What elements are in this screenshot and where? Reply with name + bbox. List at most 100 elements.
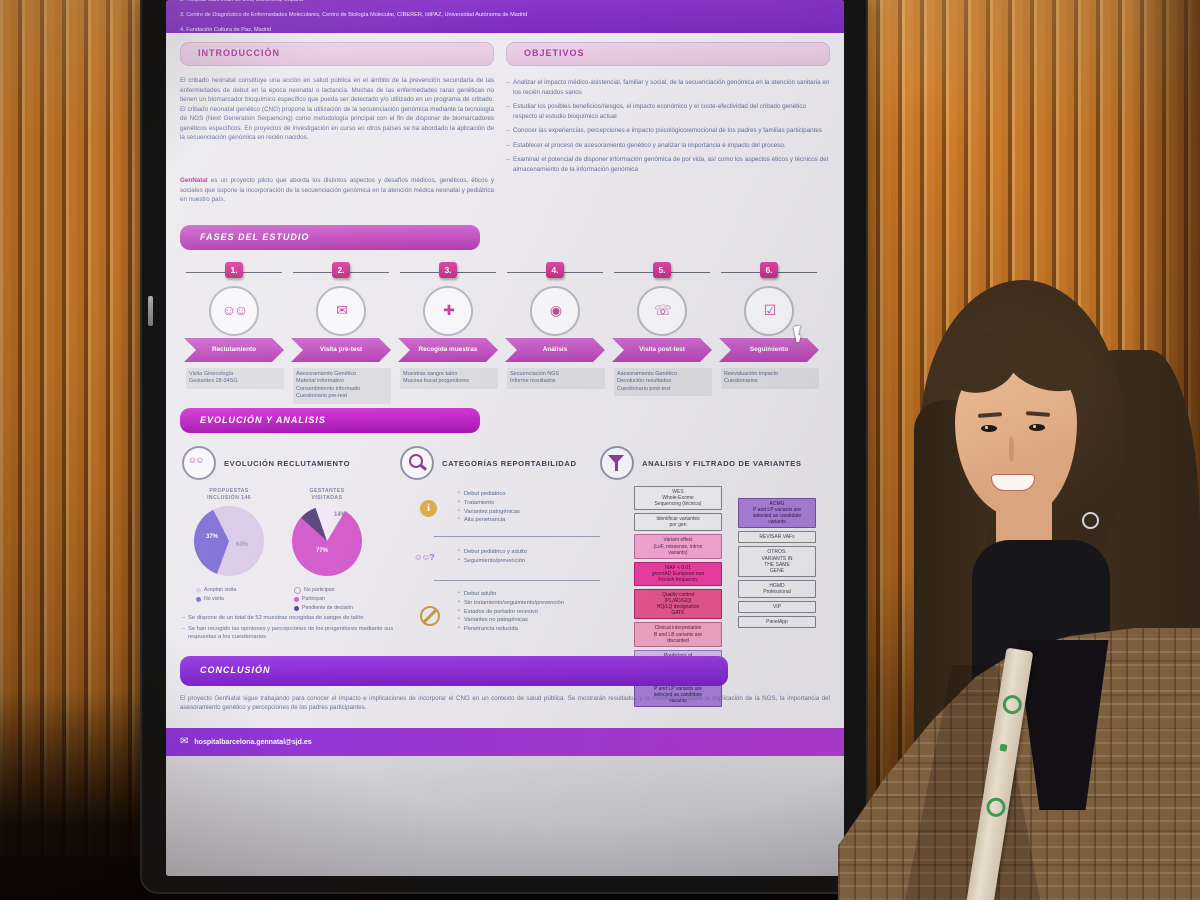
step-arrow-label: Análisis (505, 338, 605, 362)
step-arrow-label: Visita pre-test (291, 338, 391, 362)
subsection-title: EVOLUCIÓN RECLUTAMIENTO (224, 458, 351, 468)
step-details: Secuenciación NGS Informe resultados (507, 368, 605, 389)
step-details: Muestras sangre talón Mucosa bucal proge… (400, 368, 498, 389)
legend-item: Participan (294, 595, 353, 604)
pie1-label-63: 63% (236, 542, 249, 548)
affiliation-line: 4. Fundación Cultura de Paz, Madrid (180, 27, 272, 34)
person-eye (1029, 424, 1045, 431)
subsection-title: ANALISIS Y FILTRADO DE VARIANTES (642, 458, 802, 468)
flow-box: PanelApp (738, 616, 816, 629)
divider (434, 580, 600, 581)
bezel-brand-mark (148, 296, 153, 326)
legend-swatch (294, 596, 299, 602)
section-title: INTRODUCCIÓN (198, 48, 280, 58)
pie2-legend: No participan Participan Pendiente de de… (294, 586, 353, 613)
objective-item: Analizar el impacto médico-asistencial, … (506, 78, 830, 97)
flow-box: WES Whole-Exome Sequencing (técnica) (634, 486, 722, 511)
step-arrow-label: Seguimiento (719, 338, 819, 362)
pie2-title: GESTANTES VISITADAS (309, 488, 345, 501)
variant-flow-left-column: WES Whole-Exome Sequencing (técnica) Ide… (634, 486, 722, 708)
question-people-icon: ☺☺? (414, 552, 435, 562)
lanyard-logo (999, 743, 1008, 752)
email-icon: ✉ (180, 736, 189, 747)
floor-shadow-left (0, 690, 148, 900)
pie-chart-gestantes-visitadas (292, 506, 362, 576)
banner-title: FASES DEL ESTUDIO (200, 232, 310, 242)
contact-footer: ✉ hospitalbarcelona.gennatal@sjd.es (166, 728, 844, 756)
objective-item: Estudiar los posibles beneficios/riesgos… (506, 102, 830, 121)
category-item: Debut pediátrico (458, 490, 608, 499)
legend-swatch (294, 605, 299, 611)
flow-box: VIP (738, 601, 816, 614)
step-arrow-label: Reclutamiento (184, 338, 284, 362)
category-item: Alta penetrancia (458, 516, 608, 525)
flow-box: Quality control (PL/AD/GQ) HQ/LQ designa… (634, 589, 722, 620)
step-number-badge: 6. (760, 262, 778, 278)
objective-item: Establecer el proceso de asesoramiento g… (506, 141, 830, 151)
banner-fases-del-estudio: FASES DEL ESTUDIO (180, 225, 480, 250)
legend-item: Aceptan visita (196, 586, 236, 595)
flow-box: Variant effect (LoF, missense, intron va… (634, 534, 722, 559)
conclusion-text: El proyecto GenNatal sigue trabajando pa… (180, 695, 830, 712)
category-item: Debut pediátrico y adulto (458, 548, 608, 557)
category-item: Variantes patogénicas (458, 508, 608, 517)
legend-item: Pendiente de decisión (294, 604, 353, 613)
banner-evolucion-y-analisis: EVOLUCIÓN Y ANALISIS (180, 408, 480, 433)
hoop-earring (1082, 512, 1099, 529)
step-number-badge: 3. (439, 262, 457, 278)
reportability-group-1: Debut pediátrico Tratamiento Variantes p… (458, 490, 608, 525)
flow-box: HGMD Professional (738, 579, 816, 599)
step-arrow-label: Visita post-test (612, 338, 712, 362)
category-item: Variantes no patogénicas (458, 616, 608, 625)
subsection-title: CATEGORÍAS REPORTABILIDAD (442, 458, 577, 468)
flow-box: Identificar variantes por gen (634, 513, 722, 532)
legend-item: No visita (196, 595, 236, 604)
category-item: Sin tratamiento/seguimiento/prevención (458, 599, 608, 608)
recruitment-evolution-header: ☺☺ EVOLUCIÓN RECLUTAMIENTO (182, 446, 394, 480)
objectives-list: Analizar el impacto médico-asistencial, … (506, 78, 830, 180)
affiliation-line: 3. Centro de Diagnóstico de Enfermedades… (180, 12, 528, 19)
step-number-badge: 1. (225, 262, 243, 278)
category-item: Debut adulto (458, 590, 608, 599)
screen-blank-area (166, 756, 844, 876)
category-item: Estados de portador recesivo (458, 608, 608, 617)
legend-item: No participan (294, 586, 353, 595)
poster-header-band: 2. Hospital Sant Joan de Déu, Barcelona,… (166, 0, 844, 33)
person-smile (991, 474, 1035, 491)
banner-title: EVOLUCIÓN Y ANALISIS (200, 415, 326, 425)
recruitment-icon: ☺☺ (209, 286, 259, 336)
variant-filtering-header: ANALISIS Y FILTRADO DE VARIANTES (600, 446, 840, 480)
banner-conclusion: CONCLUSIÓN (180, 656, 728, 686)
step-number-badge: 5. (653, 262, 671, 278)
note-item: Se han recogido las opiniones y percepci… (182, 625, 394, 641)
intro-paragraph-1: El cribado neonatal constituye una acció… (180, 77, 494, 142)
pie1-label-37: 37% (206, 534, 219, 540)
objective-item: Conocer las experiencias, percepciones e… (506, 126, 830, 136)
info-icon: i (420, 500, 437, 517)
note-item: Se dispone de un total de 52 muestras re… (182, 614, 394, 622)
category-item: Penetrancia reducida (458, 625, 608, 634)
section-header-introduccion: INTRODUCCIÓN (180, 42, 494, 66)
section-title: OBJETIVOS (524, 48, 585, 58)
excluded-icon (420, 606, 440, 626)
step-details: Visita Ginecología Gestantes 28-34SG (186, 368, 284, 389)
funnel-icon (600, 446, 634, 480)
category-item: Seguimiento/prevención (458, 557, 608, 566)
pie2-label-14: 14% (334, 512, 347, 518)
reportability-header: CATEGORÍAS REPORTABILIDAD (400, 446, 610, 480)
intro-paragraph-2: GenNatal es un proyecto piloto que abord… (180, 176, 494, 205)
step-number-badge: 4. (546, 262, 564, 278)
step-details: Asesoramiento Genético Material informat… (293, 368, 391, 404)
step-number-badge: 2. (332, 262, 350, 278)
intro-paragraph-2-text: es un proyecto piloto que aborda los dis… (180, 177, 494, 204)
pie1-title: PROPUESTAS INCLUSIÓN 146 (207, 488, 251, 501)
pretest-visit-icon: ✉ (316, 286, 366, 336)
project-name: GenNatal (180, 177, 208, 184)
pie2-label-77: 77% (316, 548, 329, 554)
person-eye (981, 425, 997, 432)
reportability-group-2: Debut pediátrico y adulto Seguimiento/pr… (458, 548, 608, 566)
objective-item: Examinar el potencial de disponer inform… (506, 155, 830, 174)
section-header-objetivos: OBJETIVOS (506, 42, 830, 66)
lanyard-logo (985, 796, 1007, 819)
